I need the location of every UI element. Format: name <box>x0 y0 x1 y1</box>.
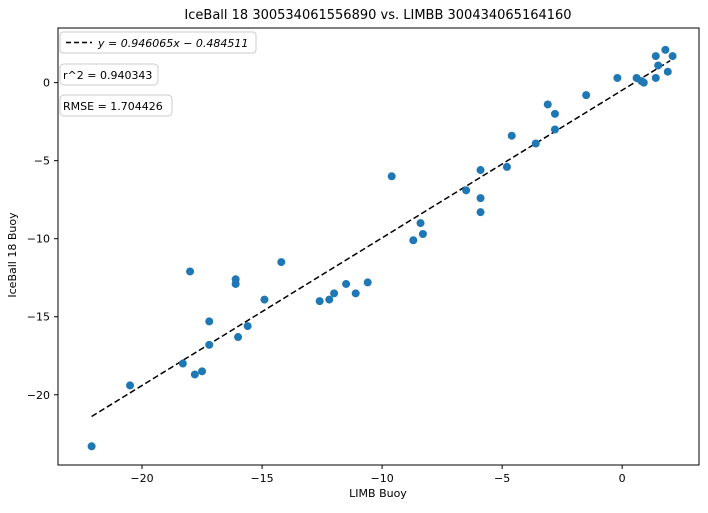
rmse-frame <box>59 94 173 117</box>
data-point-19 <box>363 278 372 287</box>
data-point-12 <box>260 295 269 304</box>
data-point-41 <box>654 61 663 70</box>
data-point-4 <box>190 370 199 379</box>
rmse-box: RMSE = 1.704426 <box>59 94 173 117</box>
data-points-layer <box>87 45 677 451</box>
data-point-5 <box>198 367 207 376</box>
data-point-32 <box>550 109 559 118</box>
y-tick-label: −20 <box>27 389 50 402</box>
data-point-44 <box>668 52 677 61</box>
data-point-30 <box>531 139 540 148</box>
data-point-0 <box>87 442 96 451</box>
y-tick-label: 0 <box>43 77 50 90</box>
data-point-40 <box>651 73 660 82</box>
r-squared-box: r^2 = 0.940343 <box>59 63 159 86</box>
data-point-3 <box>186 267 195 276</box>
fit-line-layer <box>91 60 671 418</box>
data-point-27 <box>476 208 485 217</box>
data-point-9 <box>231 275 240 284</box>
x-tick-label: −5 <box>494 472 510 485</box>
legend-box <box>59 31 257 54</box>
data-point-39 <box>651 52 660 61</box>
ticks-layer: −20 −15 −10 −5 0 −20 −15 −10 −5 0 <box>27 77 626 485</box>
x-axis-label: LIMB Buoy <box>349 487 407 500</box>
data-point-24 <box>462 186 471 195</box>
data-point-29 <box>507 131 516 140</box>
data-point-31 <box>543 100 552 109</box>
data-point-17 <box>342 279 351 288</box>
fit-line <box>91 60 671 418</box>
data-point-10 <box>234 333 243 342</box>
data-point-28 <box>502 162 511 171</box>
legend-label: y = 0.946065x − 0.484511 <box>97 37 248 50</box>
data-point-43 <box>663 67 672 76</box>
chart-title: IceBall 18 300534061556890 vs. LIMBB 300… <box>184 8 571 23</box>
data-point-6 <box>205 340 214 349</box>
y-axis-label: IceBall 18 Buoy <box>6 212 19 298</box>
x-tick-label: 0 <box>619 472 626 485</box>
data-point-14 <box>315 297 324 306</box>
data-point-11 <box>243 322 252 331</box>
data-point-7 <box>205 317 214 326</box>
data-point-2 <box>178 359 187 368</box>
data-point-22 <box>416 219 425 228</box>
data-point-15 <box>325 295 334 304</box>
r-squared-text: r^2 = 0.940343 <box>63 69 152 82</box>
legend: y = 0.946065x − 0.484511 <box>59 31 257 54</box>
data-point-34 <box>582 91 591 100</box>
y-tick-label: −15 <box>27 311 50 324</box>
data-point-26 <box>476 194 485 203</box>
rmse-text: RMSE = 1.704426 <box>63 100 163 113</box>
r-squared-frame <box>59 63 159 86</box>
plot-frame <box>57 27 700 466</box>
y-tick-label: −5 <box>34 155 50 168</box>
data-point-25 <box>476 166 485 175</box>
x-tick-label: −15 <box>250 472 273 485</box>
data-point-18 <box>351 289 360 298</box>
data-point-33 <box>550 125 559 134</box>
data-point-13 <box>277 258 286 267</box>
data-point-21 <box>409 236 418 245</box>
x-tick-label: −10 <box>370 472 393 485</box>
y-tick-label: −10 <box>27 233 50 246</box>
data-point-42 <box>661 45 670 54</box>
data-point-20 <box>387 172 396 181</box>
data-point-16 <box>330 289 339 298</box>
data-point-1 <box>126 381 135 390</box>
x-tick-label: −20 <box>130 472 153 485</box>
data-point-23 <box>418 230 427 239</box>
data-point-38 <box>639 78 648 87</box>
data-point-35 <box>613 73 622 82</box>
